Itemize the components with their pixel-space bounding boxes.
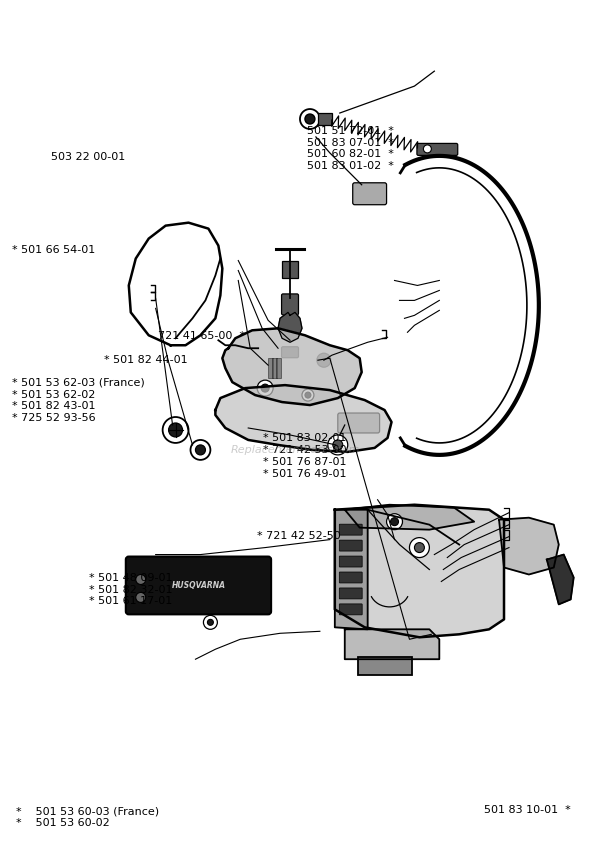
FancyBboxPatch shape [276,358,281,379]
Text: * 725 52 93-56: * 725 52 93-56 [12,413,96,423]
Text: * 501 82 43-01: * 501 82 43-01 [12,401,96,411]
Text: * 501 53 62-03 (France): * 501 53 62-03 (France) [12,378,145,388]
Text: * 501 61 17-01: * 501 61 17-01 [90,596,173,606]
Text: 501 51 72-01  *: 501 51 72-01 * [307,126,394,136]
FancyBboxPatch shape [272,358,277,379]
Circle shape [169,423,182,437]
Polygon shape [345,630,440,659]
FancyBboxPatch shape [282,260,298,278]
Text: * 501 76 87-01: * 501 76 87-01 [263,457,346,467]
FancyBboxPatch shape [338,413,379,433]
Circle shape [328,435,348,455]
Text: 501 83 01-02  *: 501 83 01-02 * [307,161,394,171]
Circle shape [261,384,269,392]
Polygon shape [335,510,368,630]
Text: * 501 82 44-01: * 501 82 44-01 [104,355,188,365]
Polygon shape [547,555,573,604]
Circle shape [333,440,343,450]
Circle shape [136,574,146,584]
Circle shape [191,440,211,460]
Circle shape [305,114,315,124]
Text: ReplacementParts.com: ReplacementParts.com [230,445,360,455]
Circle shape [386,513,402,529]
FancyBboxPatch shape [281,294,299,314]
Polygon shape [335,505,504,637]
FancyBboxPatch shape [358,658,412,675]
FancyBboxPatch shape [318,113,332,125]
Polygon shape [278,313,302,342]
FancyBboxPatch shape [339,556,362,567]
Circle shape [305,392,311,398]
Circle shape [317,353,331,368]
FancyBboxPatch shape [339,588,362,599]
Text: * 501 83 02-01: * 501 83 02-01 [263,433,346,443]
Text: *    501 53 60-02: * 501 53 60-02 [16,818,110,828]
Polygon shape [215,385,392,452]
Text: *    501 53 60-03 (France): * 501 53 60-03 (France) [16,807,159,816]
Circle shape [302,389,314,401]
Circle shape [300,109,320,129]
Text: HUSQVARNA: HUSQVARNA [172,581,225,590]
Text: * 501 82 32-01: * 501 82 32-01 [90,584,173,594]
Circle shape [204,615,217,630]
FancyBboxPatch shape [339,540,362,551]
Text: * 501 53 62-02: * 501 53 62-02 [12,389,96,400]
Polygon shape [222,328,362,405]
Circle shape [195,445,205,455]
Text: 501 83 07-01  *: 501 83 07-01 * [307,137,394,148]
Text: * 501 66 54-01: * 501 66 54-01 [12,245,95,255]
Circle shape [163,417,188,443]
Circle shape [257,380,273,396]
FancyBboxPatch shape [339,604,362,615]
FancyBboxPatch shape [417,143,458,155]
FancyBboxPatch shape [126,556,271,615]
Circle shape [208,620,214,626]
FancyBboxPatch shape [339,572,362,583]
Polygon shape [345,505,474,529]
Text: * 501 48 09-01: * 501 48 09-01 [90,572,173,583]
FancyBboxPatch shape [281,346,299,357]
Circle shape [414,543,424,552]
Circle shape [409,538,430,557]
Text: * 721 42 53-00: * 721 42 53-00 [263,445,346,455]
Text: 501 60 82-01  *: 501 60 82-01 * [307,149,394,159]
Polygon shape [499,518,559,574]
Text: 721 41 65-00  *: 721 41 65-00 * [158,330,245,341]
Circle shape [391,518,398,526]
Text: * 501 76 49-01: * 501 76 49-01 [263,469,346,479]
FancyBboxPatch shape [353,183,386,205]
Circle shape [424,145,431,153]
Circle shape [136,593,146,603]
FancyBboxPatch shape [339,524,362,535]
Text: * 721 42 52-50: * 721 42 52-50 [257,531,340,540]
Text: 501 83 10-01  *: 501 83 10-01 * [484,805,571,814]
FancyBboxPatch shape [268,358,273,379]
Text: 503 22 00-01: 503 22 00-01 [51,152,126,162]
